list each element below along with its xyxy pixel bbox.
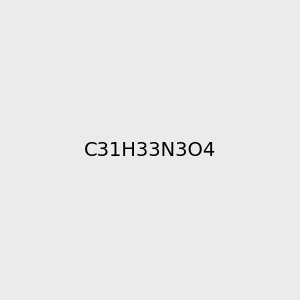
Text: C31H33N3O4: C31H33N3O4 [84,140,216,160]
